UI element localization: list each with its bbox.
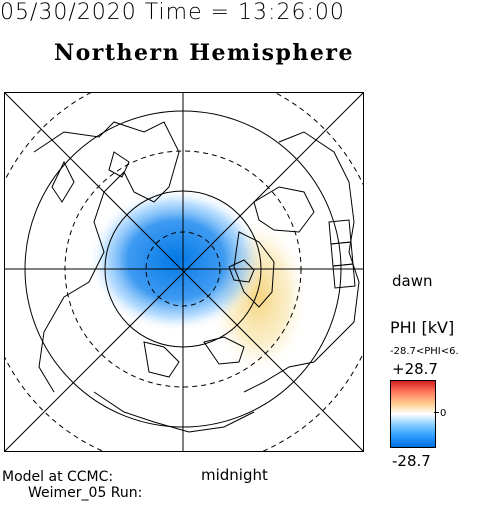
date-time-title: 05/30/2020 Time = 13:26:00 (0, 0, 345, 25)
colorbar-zero-label: 0 (440, 408, 447, 419)
run-label: Weimer_05 Run: (28, 485, 143, 501)
map-frame (4, 92, 364, 452)
meridian-lines (4, 92, 364, 452)
colorbar-title: PHI [kV] (390, 318, 455, 337)
colorbar-min-label: -28.7 (392, 452, 431, 470)
colorbar-range: -28.7<PHI<6. (390, 346, 459, 357)
hemisphere-title: Northern Hemisphere (53, 40, 355, 66)
colorbar-zero-tick (434, 412, 439, 413)
midnight-label: midnight (201, 466, 268, 484)
coastal-grid (328, 219, 356, 289)
polar-potential-map (4, 92, 364, 452)
negative-potential-patch (88, 188, 264, 332)
colorbar-max-label: +28.7 (392, 360, 438, 378)
coastlines (33, 121, 360, 433)
colorbar (390, 380, 436, 448)
dawn-label: dawn (392, 272, 433, 290)
model-label: Model at CCMC: (2, 469, 114, 485)
